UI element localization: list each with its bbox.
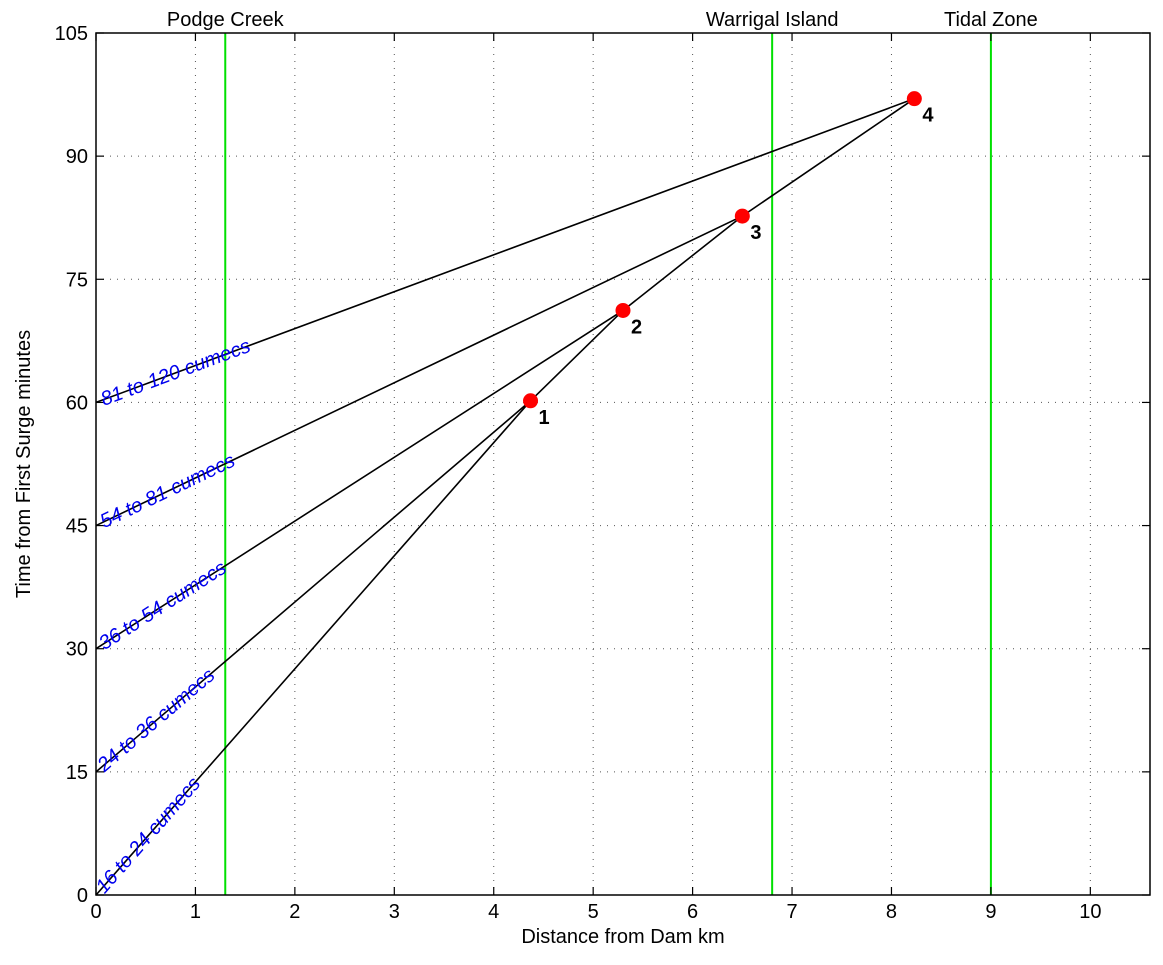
y-tick-label: 90 — [66, 146, 88, 168]
series-label: 24 to 36 cumecs — [93, 664, 220, 777]
plot-border — [95, 32, 1151, 896]
y-tick-label: 0 — [77, 885, 88, 907]
x-tick-label: 3 — [389, 901, 400, 923]
x-tick-label: 7 — [786, 901, 797, 923]
surge-points — [523, 91, 922, 409]
series-line — [95, 97, 915, 404]
x-tick-label: 9 — [985, 901, 996, 923]
y-tick-label: 15 — [66, 762, 88, 784]
y-tick-label: 60 — [66, 392, 88, 414]
surge-point-marker — [523, 393, 539, 409]
x-tick-label: 1 — [190, 901, 201, 923]
x-tick-label: 10 — [1079, 901, 1101, 923]
surge-point-marker — [906, 91, 922, 107]
y-axis-label: Time from First Surge minutes — [13, 330, 35, 598]
series-label: 16 to 24 cumecs — [92, 773, 205, 898]
x-tick-label: 2 — [289, 901, 300, 923]
y-tick-label: 45 — [66, 516, 88, 538]
location-markers — [224, 33, 992, 895]
series-label: 36 to 54 cumecs — [95, 557, 230, 655]
x-tick-label: 5 — [588, 901, 599, 923]
y-tick-label: 105 — [55, 23, 88, 45]
y-tick-label: 75 — [66, 269, 88, 291]
series-label: 81 to 120 cumecs — [98, 335, 254, 411]
surge-point-marker — [734, 208, 750, 224]
location-label: Tidal Zone — [944, 9, 1038, 31]
location-label: Podge Creek — [167, 9, 285, 31]
x-axis-label: Distance from Dam km — [521, 926, 724, 948]
series-line — [95, 400, 532, 896]
surge-point-label: 1 — [539, 407, 550, 429]
x-tick-label: 8 — [886, 901, 897, 923]
y-tick-label: 30 — [66, 639, 88, 661]
surge-point-label: 3 — [750, 222, 761, 244]
location-label: Warrigal Island — [706, 9, 839, 31]
grid — [96, 33, 1150, 895]
x-tick-label: 0 — [90, 901, 101, 923]
surge-point-label: 4 — [922, 105, 934, 127]
series-label: 54 to 81 cumecs — [97, 450, 239, 533]
plot-frame — [95, 32, 1151, 896]
x-tick-label: 4 — [488, 901, 499, 923]
surge-point-label: 2 — [631, 316, 642, 338]
x-tick-label: 6 — [687, 901, 698, 923]
surge-point-marker — [615, 302, 631, 318]
axis-ticks — [95, 32, 1150, 896]
